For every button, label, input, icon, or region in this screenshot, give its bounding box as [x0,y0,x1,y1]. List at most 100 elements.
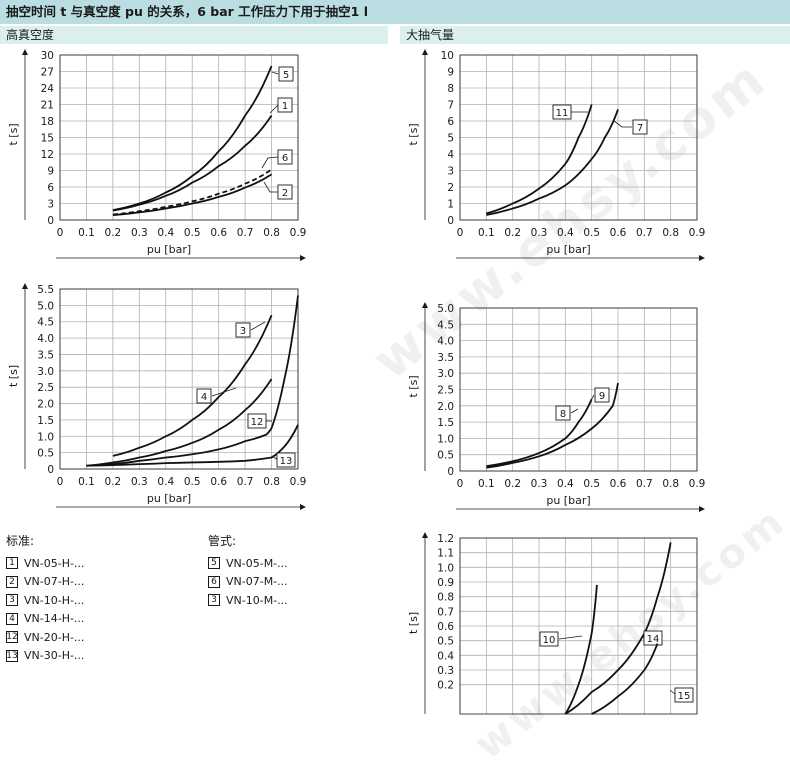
series-label-4: 4 [201,392,207,403]
legend-key-box: 5 [208,557,220,570]
series-label-box-11 [552,104,572,120]
legend-key-box: 3 [6,594,18,607]
series-label-3: 3 [240,326,246,337]
legend-standard-item: 2 VN-07-H-... [6,573,84,592]
legend-standard-item: 1 VN-05-H-... [6,554,84,573]
series-label-12: 12 [251,417,264,428]
legend-key-box: 4 [6,612,18,625]
series-label-box-12 [247,413,267,429]
x-tick-label: 0.5 [184,476,201,488]
legend-label: VN-05-M-... [226,556,288,570]
series-label-7: 7 [637,123,643,134]
x-tick-label: 0.7 [636,478,653,490]
legend-standard: 标准: 1 VN-05-H-... 2 VN-07-H-... 3 VN-10-H-...… [6,532,84,665]
x-tick-label: 0 [457,227,464,239]
y-tick-label: 7 [447,100,454,112]
series-line-5 [112,65,273,211]
x-tick-label: 0.9 [290,227,307,239]
y-tick-label: 9 [447,67,454,79]
y-tick-label: 1.5 [37,415,54,427]
y-tick-label: 4.5 [437,319,454,331]
x-tick-label: 0.5 [583,227,600,239]
y-tick-label: 30 [41,50,54,62]
y-tick-label: 21 [41,100,54,112]
x-tick-label: 0.2 [105,227,122,239]
y-tick-label: 1.2 [437,533,454,545]
series-label-6: 6 [282,153,288,164]
y-tick-label: 24 [41,83,55,95]
y-axis-label: t [s] [407,612,420,634]
plot-frame [59,288,299,470]
x-tick-label: 0.8 [662,227,679,239]
x-axis-arrow-head [300,504,306,510]
x-tick-label: 0.8 [263,227,280,239]
series-leader-2 [263,181,278,193]
y-tick-label: 2 [447,182,454,194]
y-tick-label: 0.6 [437,621,454,633]
y-tick-label: 0.5 [37,448,54,460]
y-axis-label: t [s] [407,375,420,397]
series-label-box-14 [643,630,663,646]
legend-key-box: 13 [6,649,18,662]
series-label-box-5 [278,66,294,82]
x-tick-label: 0.1 [478,227,495,239]
y-tick-label: 0.3 [437,665,454,677]
x-tick-label: 0.4 [557,478,574,490]
y-tick-label: 0.8 [437,592,454,604]
legend-key-box: 2 [6,575,18,588]
series-line-1 [112,114,273,212]
legend-label: VN-07-H-... [24,575,85,589]
plot-frame [59,54,299,221]
plot-frame [459,307,698,472]
series-label-box-9 [594,387,610,403]
series-label-box-4 [196,388,212,404]
legend-pipe-header: 管式: [208,534,237,548]
series-leader-7 [613,120,632,128]
series-label-8: 8 [560,409,566,420]
legend-key-box: 3 [208,594,220,607]
x-tick-label: 0.4 [557,227,574,239]
y-tick-label: 5 [447,133,454,145]
y-tick-label: 4.0 [37,333,54,345]
series-line-3 [112,314,273,457]
x-tick-label: 0.6 [210,227,227,239]
x-tick-label: 0.1 [478,478,495,490]
x-axis-label: pu [bar] [546,243,590,256]
y-tick-label: 0.7 [437,606,454,618]
series-leader-4 [211,387,237,397]
x-tick-label: 0.3 [531,478,548,490]
y-tick-label: 8 [447,83,454,95]
y-tick-label: 9 [47,166,54,178]
x-tick-label: 0.7 [237,476,254,488]
x-tick-label: 0.3 [531,227,548,239]
series-line-8 [486,398,593,468]
legend-pipe-item: 5 VN-05-M-... [208,554,288,573]
x-tick-label: 0 [57,476,64,488]
series-leader-10 [558,635,583,640]
legend-label: VN-30-H-... [24,649,85,663]
x-axis-label: pu [bar] [147,243,191,256]
y-tick-label: 2.0 [437,401,454,413]
series-leader-9 [589,394,595,403]
series-leader-8 [570,408,579,414]
x-axis-arrow-head [699,506,705,512]
series-label-15: 15 [678,691,691,702]
x-tick-label: 0.9 [689,227,706,239]
x-tick-label: 0.6 [610,227,627,239]
legend-standard-item: 12 VN-20-H-... [6,628,84,647]
x-tick-label: 0.1 [78,476,95,488]
series-label-box-13 [276,452,296,468]
legend-standard-item: 4 VN-14-H-... [6,610,84,629]
x-tick-label: 0.4 [157,476,174,488]
series-line-6 [112,168,273,216]
legend-pipe: 管式: 5 VN-05-M-... 6 VN-07-M-... 3 VN-10-M-... [208,532,288,610]
legend-label: VN-20-H-... [24,630,85,644]
y-tick-label: 0 [47,464,54,476]
y-axis-label: t [s] [7,365,20,387]
y-axis-arrow-head [22,49,28,55]
y-tick-label: 0.5 [437,450,454,462]
x-tick-label: 0.2 [504,478,521,490]
series-line-12 [86,295,299,467]
y-tick-label: 27 [41,67,54,79]
series-line-15 [591,643,659,715]
